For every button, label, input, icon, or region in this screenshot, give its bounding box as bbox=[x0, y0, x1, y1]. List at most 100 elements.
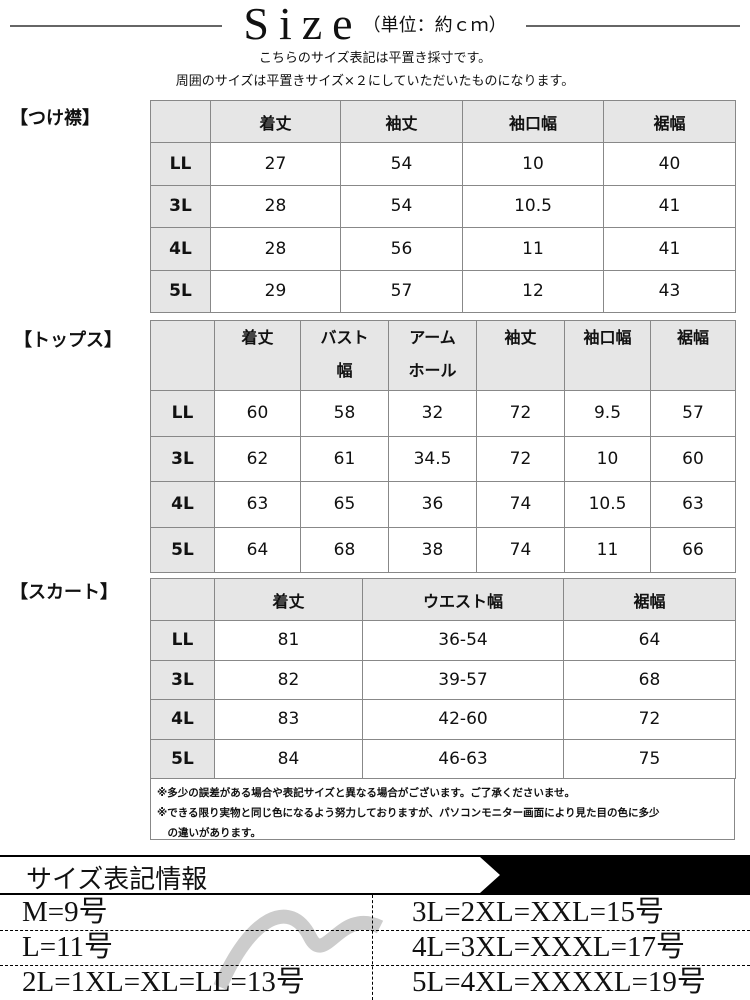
size-cell: 4L bbox=[150, 699, 215, 740]
value-cell: 54 bbox=[340, 184, 463, 228]
header-arrow-band bbox=[480, 857, 750, 893]
size-cell: 5L bbox=[150, 526, 215, 573]
header-row: 着丈 バスト 幅アーム ホール 袖丈 袖口幅 裾幅 bbox=[150, 320, 736, 391]
column-header: 着丈 bbox=[214, 320, 301, 391]
value-cell: 72 bbox=[476, 435, 565, 482]
note-line: ※できる限り実物と同じ色になるよう努力しておりますが、パソコンモニター画面により… bbox=[157, 807, 660, 819]
value-cell: 57 bbox=[340, 269, 463, 313]
value-cell: 32 bbox=[388, 390, 477, 437]
value-cell: 29 bbox=[210, 269, 341, 313]
size-cell: 3L bbox=[150, 435, 215, 482]
tops-table: 着丈 バスト 幅アーム ホール 袖丈 袖口幅 裾幅 LL 60 58 32 72 9.5 57 3L 62… bbox=[150, 320, 736, 573]
value-cell: 72 bbox=[563, 699, 736, 740]
page-title: Size（単位：約ｃｍ） bbox=[0, 0, 750, 50]
value-cell: 27 bbox=[210, 142, 341, 186]
value-cell: 41 bbox=[603, 227, 736, 271]
row-divider bbox=[0, 930, 750, 931]
size-cell: 5L bbox=[150, 738, 215, 779]
size-equiv: 3L=2XL=XXL=15号 bbox=[412, 896, 665, 928]
value-cell: 63 bbox=[650, 481, 736, 528]
size-info-grid: M=9号 L=11号 2L=1XL=XL=LL=13号 3L=2XL=XXL=1… bbox=[0, 895, 750, 1000]
value-cell: 58 bbox=[300, 390, 389, 437]
size-cell: LL bbox=[150, 142, 211, 186]
value-cell: 60 bbox=[214, 390, 301, 437]
table-row: 5L 84 46-63 75 bbox=[150, 738, 736, 779]
table-row: 3L 62 61 34.5 72 10 60 bbox=[150, 435, 736, 482]
value-cell: 54 bbox=[340, 142, 463, 186]
size-equiv: 2L=1XL=XL=LL=13号 bbox=[22, 966, 305, 998]
value-cell: 66 bbox=[650, 526, 736, 573]
value-cell: 64 bbox=[214, 526, 301, 573]
value-cell: 75 bbox=[563, 738, 736, 779]
column-header: 袖口幅 bbox=[564, 320, 651, 391]
value-cell: 74 bbox=[476, 481, 565, 528]
value-cell: 10.5 bbox=[462, 184, 604, 228]
value-cell: 82 bbox=[214, 659, 363, 700]
note-flat: こちらのサイズ表記は平置き採寸です。 bbox=[258, 51, 492, 66]
tops-label: 【トップス】 bbox=[14, 330, 122, 351]
column-divider bbox=[372, 895, 373, 1000]
note-line: の違いがあります。 bbox=[157, 827, 261, 839]
size-cell: LL bbox=[150, 390, 215, 437]
column-header: 袖口幅 bbox=[462, 100, 604, 143]
size-cell: 3L bbox=[150, 659, 215, 700]
value-cell: 12 bbox=[462, 269, 604, 313]
value-cell: 36 bbox=[388, 481, 477, 528]
size-equiv: 5L=4XL=XXXXL=19号 bbox=[412, 966, 706, 998]
table-row: 4L 63 65 36 74 10.5 63 bbox=[150, 481, 736, 528]
size-equiv: L=11号 bbox=[22, 931, 113, 963]
column-header: 裾幅 bbox=[603, 100, 736, 143]
size-cell: 3L bbox=[150, 184, 211, 228]
size-equiv: M=9号 bbox=[22, 896, 108, 928]
size-equiv: 4L=3XL=XXXL=17号 bbox=[412, 931, 685, 963]
collar-label: 【つけ襟】 bbox=[10, 108, 100, 129]
value-cell: 41 bbox=[603, 184, 736, 228]
value-cell: 84 bbox=[214, 738, 363, 779]
value-cell: 68 bbox=[563, 659, 736, 700]
column-header bbox=[150, 320, 215, 391]
table-row: 3L 82 39-57 68 bbox=[150, 659, 736, 700]
value-cell: 68 bbox=[300, 526, 389, 573]
value-cell: 56 bbox=[340, 227, 463, 271]
value-cell: 61 bbox=[300, 435, 389, 482]
title-unit: （単位：約ｃｍ） bbox=[362, 15, 507, 36]
table-row: LL 60 58 32 72 9.5 57 bbox=[150, 390, 736, 437]
column-header: 着丈 bbox=[210, 100, 341, 143]
column-header: 裾幅 bbox=[650, 320, 736, 391]
value-cell: 28 bbox=[210, 227, 341, 271]
value-cell: 40 bbox=[603, 142, 736, 186]
value-cell: 64 bbox=[563, 620, 736, 661]
tape-measure-icon bbox=[213, 909, 384, 990]
column-header: 着丈 bbox=[214, 578, 363, 621]
value-cell: 9.5 bbox=[564, 390, 651, 437]
size-cell: 4L bbox=[150, 481, 215, 528]
value-cell: 62 bbox=[214, 435, 301, 482]
size-info-header: サイズ表記情報 bbox=[0, 855, 750, 895]
column-header bbox=[150, 100, 211, 143]
value-cell: 57 bbox=[650, 390, 736, 437]
value-cell: 39-57 bbox=[362, 659, 564, 700]
header-row: 着丈 袖丈 袖口幅 裾幅 bbox=[150, 100, 736, 143]
value-cell: 10 bbox=[564, 435, 651, 482]
table-row: 4L 83 42-60 72 bbox=[150, 699, 736, 740]
value-cell: 36-54 bbox=[362, 620, 564, 661]
table-row: 5L 29 57 12 43 bbox=[150, 269, 736, 313]
column-header: 裾幅 bbox=[563, 578, 736, 621]
size-cell: 5L bbox=[150, 269, 211, 313]
value-cell: 10 bbox=[462, 142, 604, 186]
value-cell: 72 bbox=[476, 390, 565, 437]
column-header: 袖丈 bbox=[476, 320, 565, 391]
value-cell: 65 bbox=[300, 481, 389, 528]
skirt-label: 【スカート】 bbox=[10, 582, 118, 603]
title-rule-right bbox=[526, 25, 740, 27]
value-cell: 43 bbox=[603, 269, 736, 313]
note-circumference: 周囲のサイズは平置きサイズ×２にしていただいたものになります。 bbox=[175, 74, 575, 89]
column-header: バスト 幅 bbox=[300, 320, 389, 391]
value-cell: 11 bbox=[564, 526, 651, 573]
value-cell: 74 bbox=[476, 526, 565, 573]
skirt-table: 着丈 ウエスト幅 裾幅 LL 81 36-54 64 3L 82 39-57 68 4L 83 42-60… bbox=[150, 578, 736, 779]
column-header: 袖丈 bbox=[340, 100, 463, 143]
value-cell: 46-63 bbox=[362, 738, 564, 779]
note-line: ※多少の誤差がある場合や表記サイズと異なる場合がございます。ご了承くださいませ。 bbox=[157, 787, 576, 799]
value-cell: 42-60 bbox=[362, 699, 564, 740]
